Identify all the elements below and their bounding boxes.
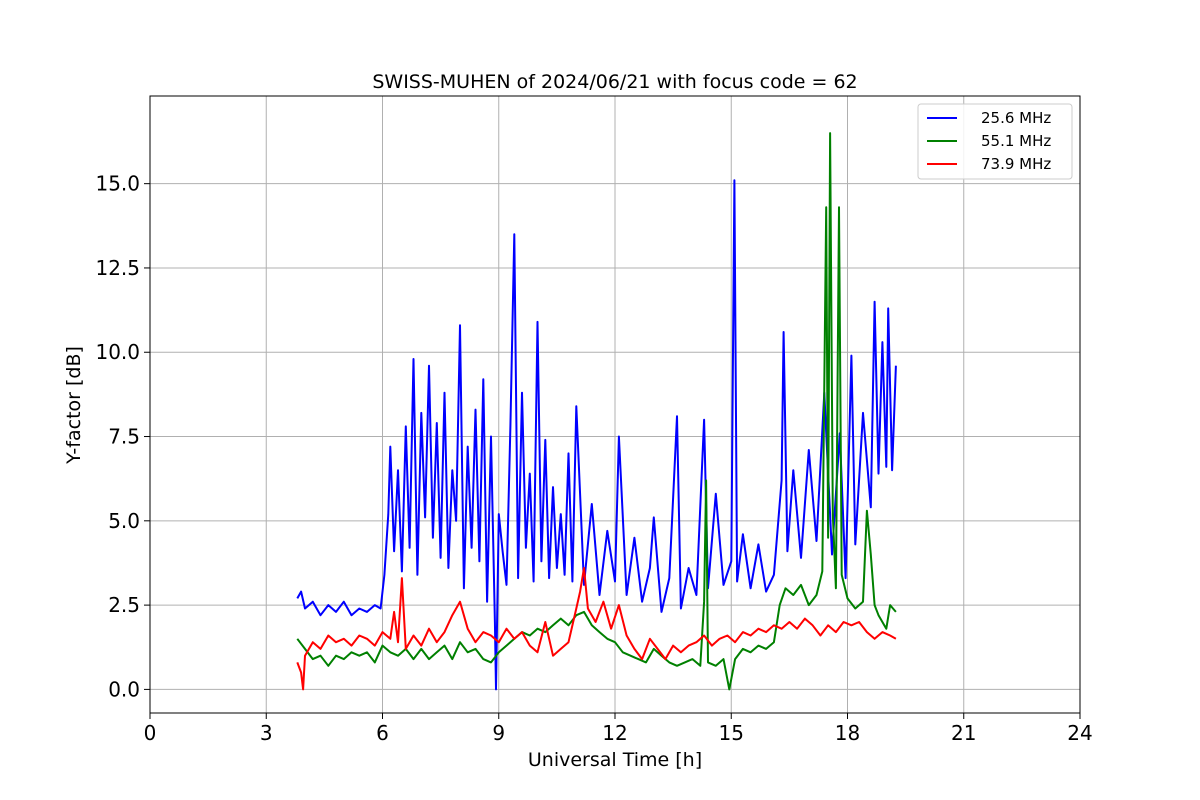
x-axis-label: Universal Time [h] [528, 749, 702, 771]
y-tick-label: 2.5 [108, 593, 140, 617]
x-tick-label: 24 [1067, 721, 1092, 745]
y-axis-label: Y-factor [dB] [63, 346, 85, 465]
chart-title: SWISS-MUHEN of 2024/06/21 with focus cod… [372, 71, 857, 93]
legend-box [917, 103, 1073, 180]
plot-area [296, 132, 897, 691]
x-tick-label: 0 [144, 721, 157, 745]
legend-label: 55.1 MHz [981, 132, 1051, 150]
y-tick-label: 12.5 [95, 256, 140, 280]
x-tick-label: 6 [376, 721, 389, 745]
y-tick-label: 5.0 [108, 509, 140, 533]
y-tick-label: 0.0 [108, 677, 140, 701]
series-line-2 [296, 567, 897, 691]
x-tick-label: 12 [602, 721, 627, 745]
y-tick-label: 15.0 [95, 172, 140, 196]
series-line-1 [296, 132, 897, 691]
series-line-0 [296, 179, 897, 691]
x-axis: 0 3 6 9 12 15 18 21 24 [144, 713, 1093, 745]
legend-label: 25.6 MHz [981, 109, 1051, 127]
x-tick-label: 3 [260, 721, 273, 745]
y-axis: 0.0 2.5 5.0 7.5 10.0 12.5 15.0 [95, 172, 150, 701]
legend-label: 73.9 MHz [981, 155, 1051, 173]
y-tick-label: 7.5 [108, 425, 140, 449]
x-tick-label: 9 [492, 721, 505, 745]
x-tick-label: 18 [835, 721, 860, 745]
x-tick-label: 15 [719, 721, 744, 745]
y-tick-label: 10.0 [95, 340, 140, 364]
legend: 25.6 MHz 55.1 MHz 73.9 MHz [917, 103, 1073, 180]
x-tick-label: 21 [951, 721, 976, 745]
